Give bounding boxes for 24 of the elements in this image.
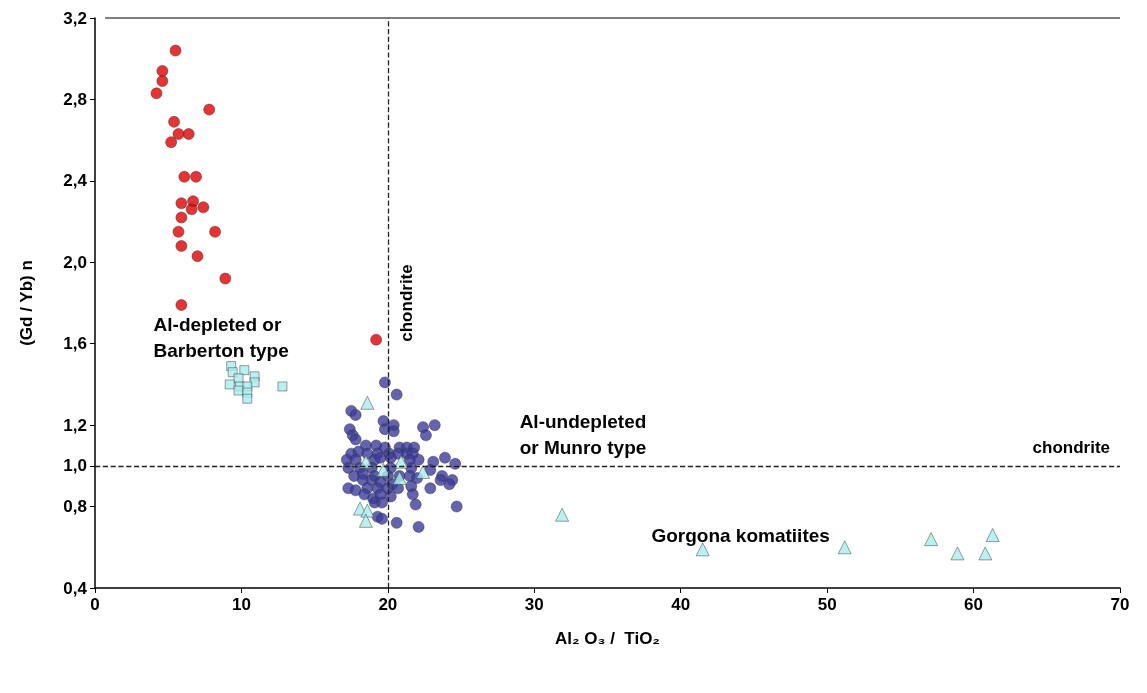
- ref-line-label: chondrite: [396, 264, 416, 342]
- annotation: Al-undepleted or Munro type: [519, 411, 647, 459]
- y-axis-title: (Gd / Yb) n: [17, 260, 36, 346]
- y-tick-label: 0,4: [63, 578, 88, 598]
- annotation: Al-depleted or Barberton type: [153, 313, 289, 361]
- x-tick-label: 10: [231, 595, 251, 614]
- x-tick-label: 20: [378, 595, 398, 614]
- x-tick-label: 50: [817, 595, 837, 614]
- y-tick-label: 1,6: [63, 334, 87, 354]
- x-tick-label: 60: [964, 595, 984, 614]
- x-tick-label: 70: [1110, 595, 1130, 614]
- x-tick-label: 0: [90, 595, 100, 614]
- y-tick-label: 2,0: [63, 252, 87, 272]
- x-tick-label: 30: [524, 595, 544, 614]
- ref-line-label: chondrite: [1032, 437, 1110, 457]
- x-axis-title: Al₂ O₃ / TiO₂: [555, 629, 660, 648]
- y-tick-label: 0,8: [63, 497, 87, 517]
- y-tick-label: 2,4: [63, 171, 88, 191]
- y-tick-label: 3,2: [63, 8, 87, 28]
- y-tick-label: 2,8: [63, 89, 87, 109]
- y-tick-label: 1,2: [63, 415, 87, 435]
- y-tick-label: 1,0: [63, 456, 87, 476]
- annotation: Gorgona komatiites: [651, 525, 830, 547]
- x-tick-label: 40: [671, 595, 691, 614]
